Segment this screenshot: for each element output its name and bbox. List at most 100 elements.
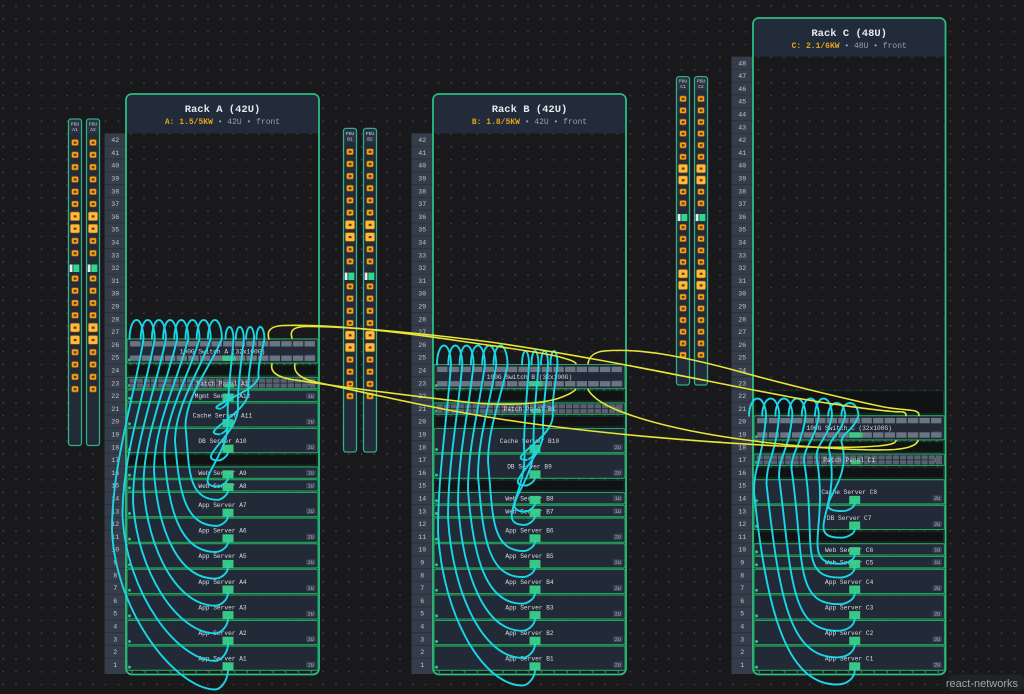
svg-text:18: 18 <box>738 444 746 451</box>
svg-text:12: 12 <box>738 521 746 528</box>
svg-text:30: 30 <box>418 291 426 298</box>
svg-text:22: 22 <box>738 393 746 400</box>
svg-text:C1: C1 <box>680 84 686 90</box>
svg-text:12: 12 <box>418 521 426 528</box>
svg-text:23: 23 <box>111 380 119 387</box>
svg-text:37: 37 <box>418 201 426 208</box>
svg-text:25: 25 <box>418 355 426 362</box>
svg-text:App Server A6: App Server A6 <box>198 528 247 535</box>
svg-text:10: 10 <box>418 547 426 554</box>
svg-text:Cache Server A11: Cache Server A11 <box>193 412 253 419</box>
svg-text:1U: 1U <box>308 483 314 489</box>
svg-text:PDU: PDU <box>346 131 355 137</box>
svg-text:15: 15 <box>738 483 746 490</box>
svg-text:App Server C2: App Server C2 <box>825 630 874 637</box>
svg-text:7: 7 <box>740 585 744 592</box>
svg-text:12: 12 <box>111 521 119 528</box>
svg-text:41: 41 <box>111 150 119 157</box>
svg-text:36: 36 <box>738 214 746 221</box>
svg-text:5: 5 <box>740 611 744 618</box>
svg-text:PDU: PDU <box>679 79 688 85</box>
svg-text:29: 29 <box>418 304 426 311</box>
svg-text:8: 8 <box>113 572 117 579</box>
svg-text:1U: 1U <box>615 509 621 515</box>
svg-text:27: 27 <box>418 329 426 336</box>
svg-text:8: 8 <box>420 572 424 579</box>
svg-text:37: 37 <box>738 201 746 208</box>
svg-text:13: 13 <box>738 508 746 515</box>
svg-text:2U: 2U <box>934 611 940 617</box>
svg-text:2U: 2U <box>934 496 940 502</box>
svg-text:11: 11 <box>418 534 426 541</box>
svg-text:B2: B2 <box>367 136 373 142</box>
svg-text:4: 4 <box>420 624 424 631</box>
svg-text:2U: 2U <box>615 663 621 669</box>
svg-text:28: 28 <box>111 316 119 323</box>
svg-text:40: 40 <box>738 163 746 170</box>
svg-text:App Server C3: App Server C3 <box>825 604 874 611</box>
svg-text:38: 38 <box>738 188 746 195</box>
svg-text:23: 23 <box>738 380 746 387</box>
svg-text:17: 17 <box>418 457 426 464</box>
svg-text:41: 41 <box>738 150 746 157</box>
svg-text:8: 8 <box>740 572 744 579</box>
svg-text:14: 14 <box>111 496 119 503</box>
svg-text:34: 34 <box>111 240 119 247</box>
svg-text:100G Switch A (32x100G): 100G Switch A (32x100G) <box>180 348 265 355</box>
svg-text:App Server A3: App Server A3 <box>198 604 247 611</box>
svg-text:3: 3 <box>113 636 117 643</box>
svg-text:29: 29 <box>111 304 119 311</box>
svg-text:2U: 2U <box>615 535 621 541</box>
svg-text:32: 32 <box>738 265 746 272</box>
svg-text:11: 11 <box>738 534 746 541</box>
svg-text:36: 36 <box>418 214 426 221</box>
svg-text:15: 15 <box>418 483 426 490</box>
svg-text:39: 39 <box>418 176 426 183</box>
svg-text:2U: 2U <box>308 535 314 541</box>
svg-text:16: 16 <box>738 470 746 477</box>
svg-text:App Server A5: App Server A5 <box>198 553 247 560</box>
svg-text:25: 25 <box>738 355 746 362</box>
svg-text:42: 42 <box>418 137 426 144</box>
svg-text:3: 3 <box>740 636 744 643</box>
svg-text:1: 1 <box>113 662 117 669</box>
svg-text:5: 5 <box>420 611 424 618</box>
svg-text:13: 13 <box>418 508 426 515</box>
svg-text:4: 4 <box>740 624 744 631</box>
svg-text:App Server C4: App Server C4 <box>825 579 874 586</box>
svg-text:1U: 1U <box>615 496 621 502</box>
svg-text:14: 14 <box>738 496 746 503</box>
svg-text:2U: 2U <box>308 445 314 451</box>
svg-text:Patch Panel C1: Patch Panel C1 <box>823 457 875 464</box>
svg-text:42: 42 <box>111 137 119 144</box>
svg-text:21: 21 <box>111 406 119 413</box>
svg-text:43: 43 <box>738 124 746 131</box>
svg-text:App Server B2: App Server B2 <box>505 630 554 637</box>
svg-text:2U: 2U <box>615 637 621 643</box>
svg-text:13: 13 <box>111 508 119 515</box>
svg-text:29: 29 <box>738 304 746 311</box>
svg-text:46: 46 <box>738 86 746 93</box>
svg-text:18: 18 <box>418 444 426 451</box>
svg-text:34: 34 <box>418 240 426 247</box>
svg-text:2U: 2U <box>308 611 314 617</box>
svg-text:40: 40 <box>111 163 119 170</box>
svg-text:26: 26 <box>738 342 746 349</box>
svg-text:35: 35 <box>111 227 119 234</box>
svg-text:App Server A4: App Server A4 <box>198 579 247 586</box>
svg-text:A1: A1 <box>72 127 78 133</box>
svg-text:44: 44 <box>738 112 746 119</box>
svg-text:App Server A7: App Server A7 <box>198 502 247 509</box>
svg-text:2: 2 <box>740 649 744 656</box>
svg-text:14: 14 <box>418 496 426 503</box>
svg-text:9: 9 <box>420 560 424 567</box>
svg-text:24: 24 <box>418 368 426 375</box>
svg-text:40: 40 <box>418 163 426 170</box>
svg-text:2U: 2U <box>615 445 621 451</box>
svg-text:37: 37 <box>111 201 119 208</box>
svg-text:7: 7 <box>420 585 424 592</box>
svg-text:2U: 2U <box>308 560 314 566</box>
svg-text:App Server B5: App Server B5 <box>505 553 554 560</box>
svg-text:PDU: PDU <box>366 131 375 137</box>
svg-text:2U: 2U <box>308 663 314 669</box>
